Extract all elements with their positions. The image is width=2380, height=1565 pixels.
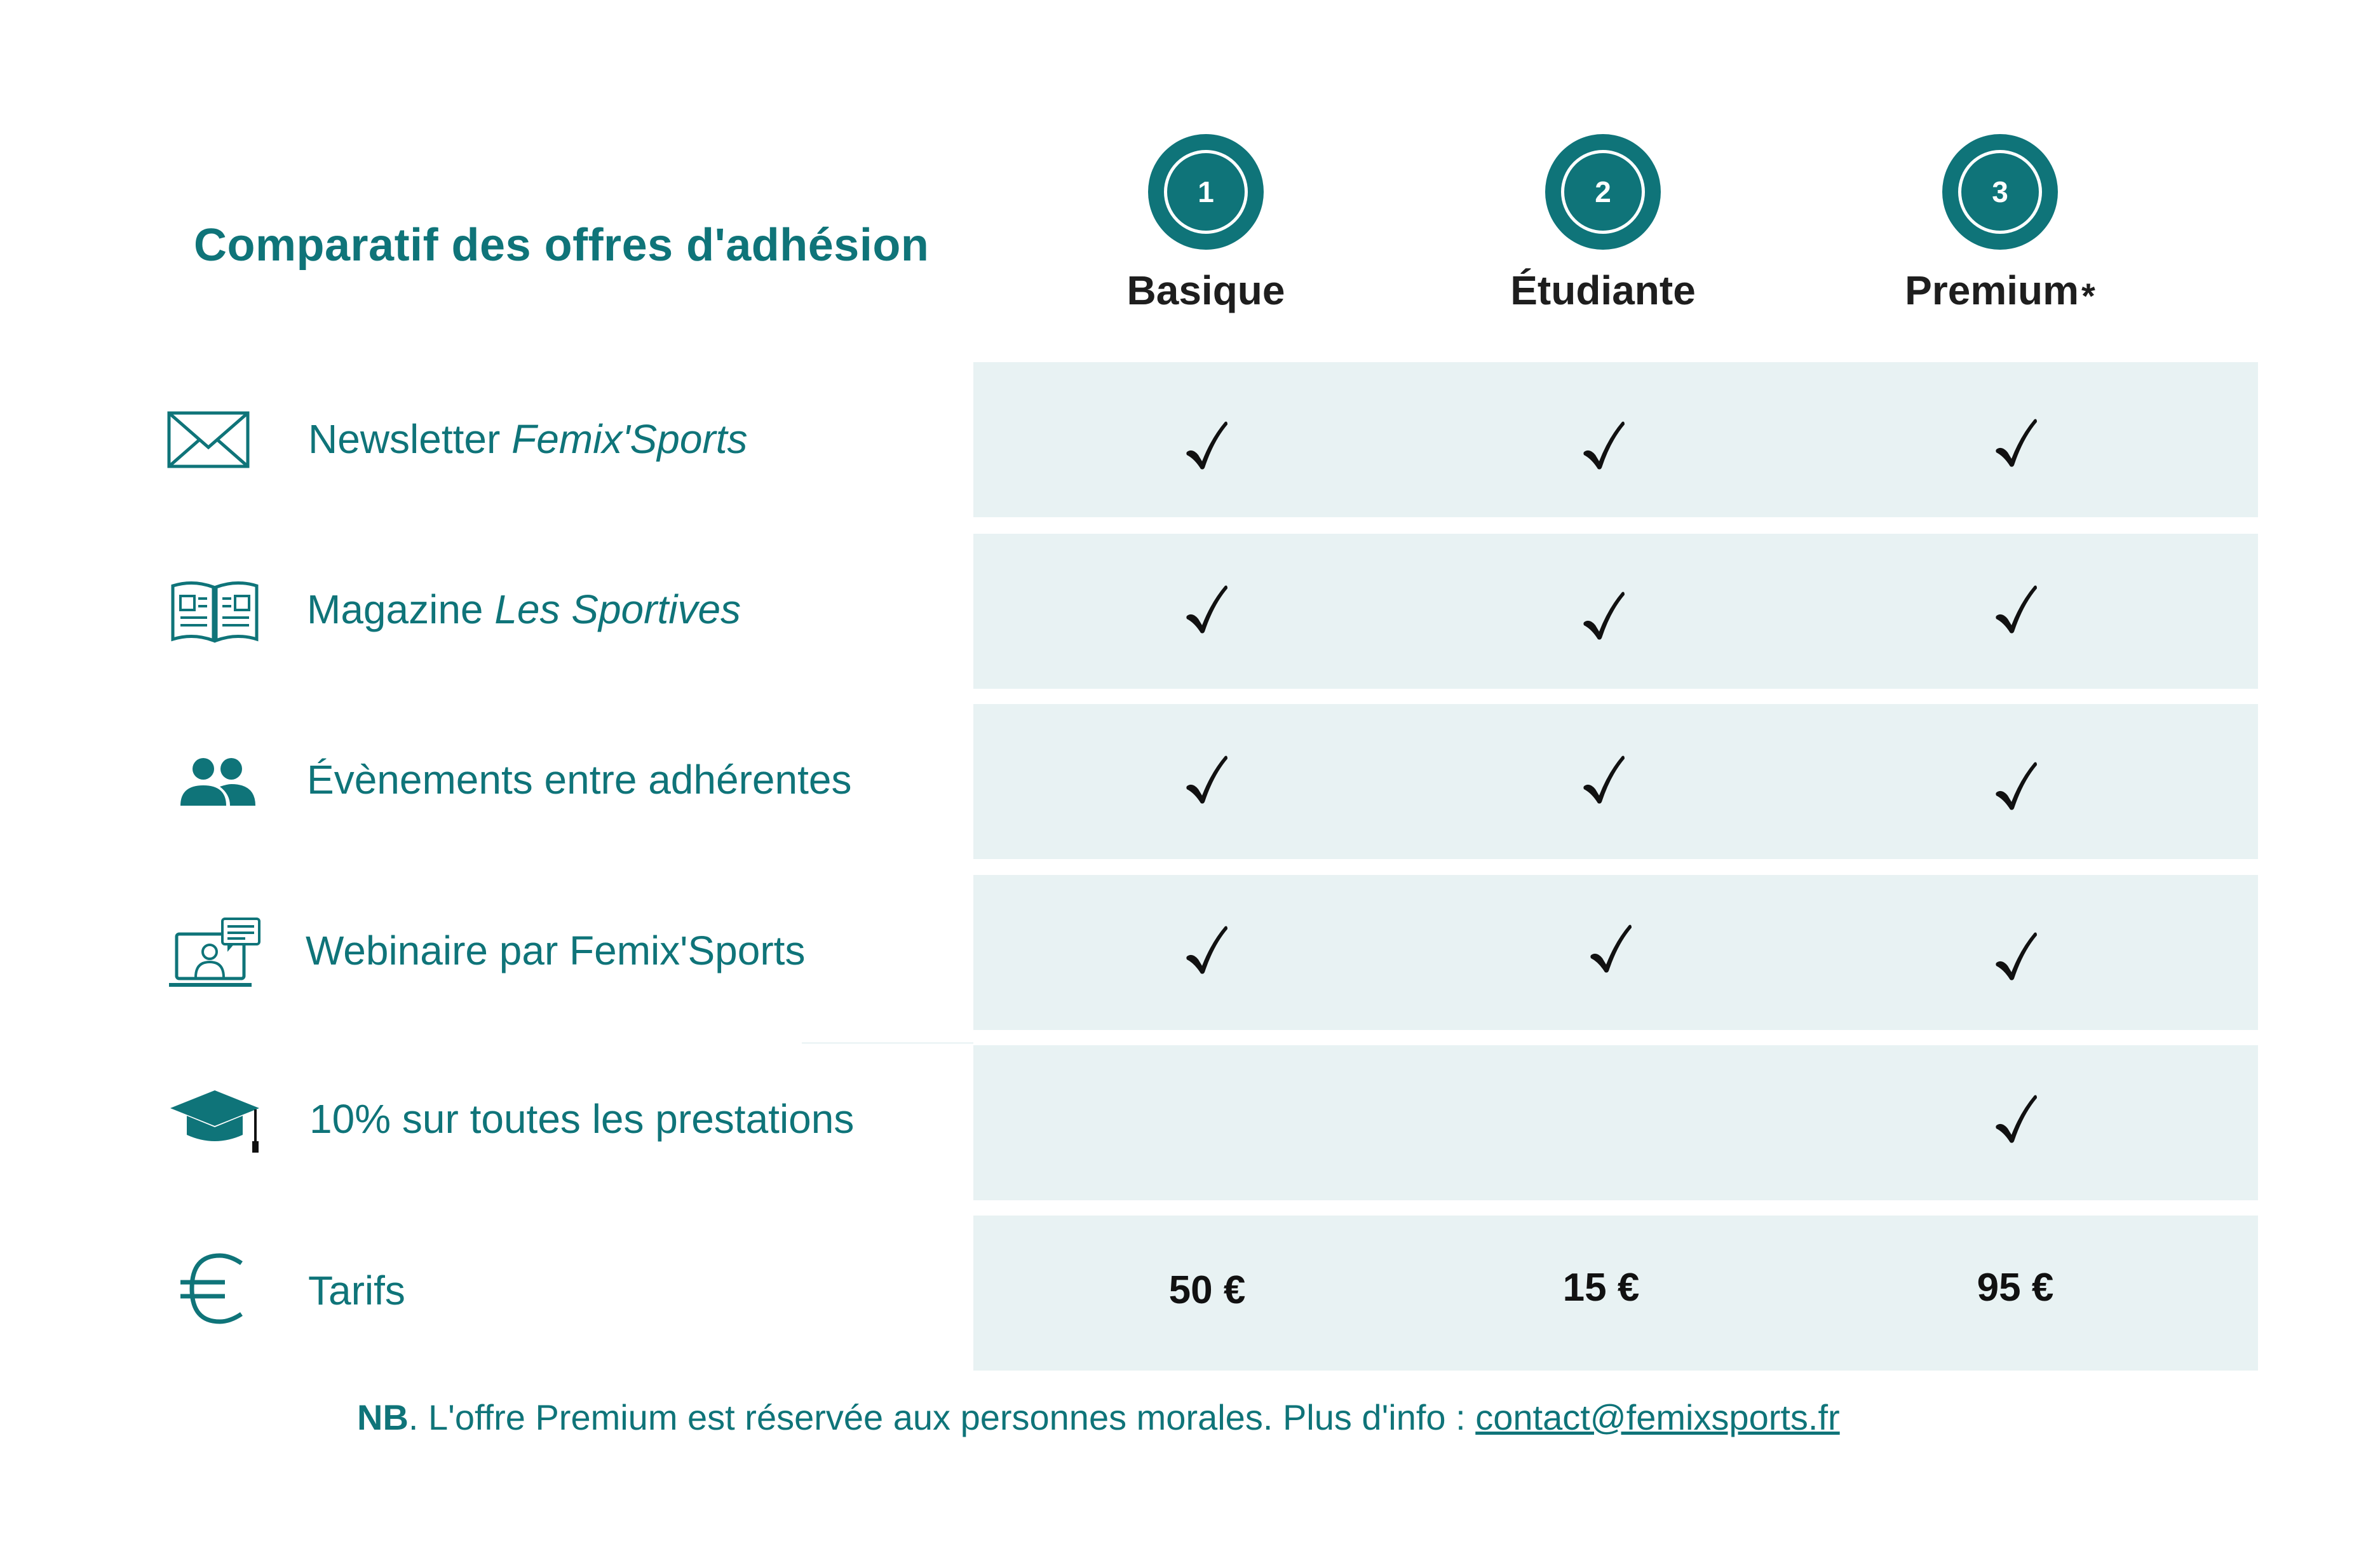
feature-label-discount: 10% sur toutes les prestations bbox=[309, 1095, 854, 1142]
check-icon bbox=[1186, 926, 1227, 974]
check-icon bbox=[1186, 755, 1227, 804]
plan-name-label: Basique bbox=[1126, 268, 1285, 313]
asterisk-mark: * bbox=[2081, 276, 2095, 316]
feature-label-newsletter: Newsletter Femix'Sports bbox=[308, 416, 748, 463]
check-icon bbox=[1583, 755, 1625, 804]
feature-label-italic: Femix'Sports bbox=[511, 416, 748, 462]
feature-label-italic: Les Sportives bbox=[494, 586, 741, 632]
check-icon bbox=[1996, 1095, 2037, 1143]
footnote: NB. L'offre Premium est réservée aux per… bbox=[357, 1397, 1840, 1438]
row-band-magazine bbox=[973, 534, 2258, 689]
check-icon bbox=[1996, 419, 2037, 467]
row-band-discount bbox=[973, 1045, 2258, 1200]
plan-name-basique: Basique bbox=[1047, 267, 1365, 314]
row-band-pricing bbox=[973, 1216, 2258, 1371]
feature-label-events: Évènements entre adhérentes bbox=[307, 756, 851, 803]
plan-number-3: 3 bbox=[1958, 150, 2042, 234]
euro-icon bbox=[180, 1253, 243, 1324]
divider bbox=[802, 1042, 973, 1044]
feature-label-text: Webinaire par Femix'Sports bbox=[306, 928, 806, 973]
plan-number-2: 2 bbox=[1561, 150, 1645, 234]
feature-label-text: Évènements entre adhérentes bbox=[307, 757, 852, 803]
feature-label-text: 10% sur toutes les prestations bbox=[309, 1096, 855, 1142]
plan-name-label: Étudiante bbox=[1510, 268, 1696, 313]
envelope-icon bbox=[167, 411, 250, 468]
check-icon bbox=[1996, 932, 2037, 980]
feature-label-webinar: Webinaire par Femix'Sports bbox=[306, 927, 805, 974]
pricing-label: Tarifs bbox=[308, 1267, 405, 1314]
plan-name-etudiante: Étudiante bbox=[1444, 267, 1762, 314]
feature-label-text: Magazine bbox=[307, 586, 495, 632]
row-band-events bbox=[973, 704, 2258, 859]
price-etudiante: 15 € bbox=[1562, 1266, 1640, 1310]
feature-label-magazine: Magazine Les Sportives bbox=[307, 586, 741, 633]
plan-badge-2: 2 bbox=[1545, 134, 1661, 250]
check-icon bbox=[1996, 585, 2037, 633]
price-basique: 50 € bbox=[1168, 1268, 1246, 1312]
people-icon bbox=[180, 758, 255, 806]
footnote-prefix: NB bbox=[357, 1397, 409, 1437]
check-icon bbox=[1583, 421, 1625, 470]
graduation-cap-icon bbox=[170, 1090, 259, 1153]
plan-badge-3: 3 bbox=[1942, 134, 2058, 250]
plan-name-label: Premium bbox=[1905, 268, 2079, 313]
plan-badge-1: 1 bbox=[1148, 134, 1264, 250]
check-icon bbox=[1186, 585, 1227, 633]
row-band-newsletter bbox=[973, 362, 2258, 517]
plan-number-1: 1 bbox=[1164, 150, 1248, 234]
webinar-icon bbox=[169, 918, 260, 987]
plan-name-premium: Premium* bbox=[1841, 267, 2159, 316]
check-icon bbox=[1996, 762, 2037, 810]
footnote-text: . L'offre Premium est réservée aux perso… bbox=[408, 1397, 1476, 1437]
check-icon bbox=[1590, 925, 1632, 973]
price-premium: 95 € bbox=[1977, 1266, 2054, 1310]
check-icon bbox=[1186, 421, 1227, 470]
check-icon bbox=[1583, 592, 1625, 640]
feature-label-text: Newsletter bbox=[308, 416, 512, 462]
magazine-icon bbox=[171, 581, 259, 643]
page-title: Comparatif des offres d'adhésion bbox=[194, 220, 930, 271]
pricing-label-text: Tarifs bbox=[308, 1268, 405, 1313]
contact-email-link[interactable]: contact@femixsports.fr bbox=[1475, 1397, 1840, 1437]
